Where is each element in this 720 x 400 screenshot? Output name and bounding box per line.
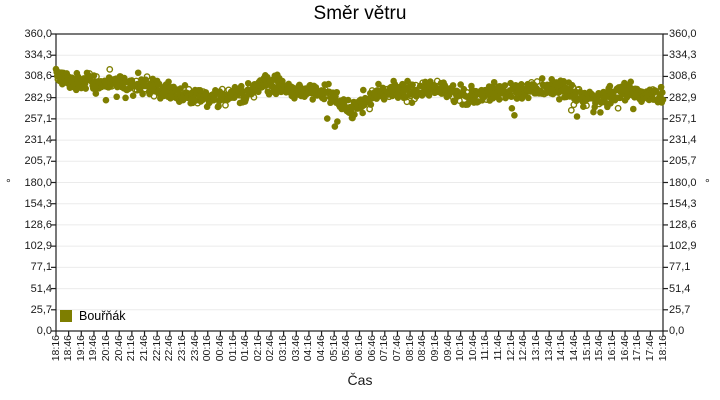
x-tick-label: 08:46 [416,335,429,362]
x-tick-label: 18:16 [656,335,669,362]
y-tick-label-left: 25,7 [30,303,52,316]
x-tick-label: 13:46 [542,335,555,362]
y-tick-label-left: 257,1 [24,112,52,125]
x-tick-label: 14:16 [555,335,568,362]
y-tick-label-left: 282,9 [24,91,52,104]
x-tick-label: 07:46 [390,335,403,362]
y-tick-label-left: 77,1 [30,261,52,274]
y-tick-label-right: 360,0 [669,28,697,40]
y-tick-label-left: 154,3 [24,197,52,210]
x-tick-label: 17:16 [631,335,644,362]
x-tick-label: 23:46 [188,335,201,362]
x-tick-label: 13:16 [530,335,543,362]
x-tick-label: 10:16 [454,335,467,362]
x-tick-label: 00:16 [201,335,214,362]
y-tick-label-right: 282,9 [669,91,697,104]
y-tick-label-right: 25,7 [669,303,691,316]
y-tick-label-left: 51,4 [30,282,52,295]
y-tick-label-right: 154,3 [669,197,697,210]
series-bournak-points [52,65,667,130]
x-axis-title: Čas [347,372,373,388]
y-tick-label-left: 128,6 [24,218,52,231]
y-tick-label-right: 231,4 [669,134,697,147]
x-tick-label: 05:16 [327,335,340,362]
x-tick-label: 10:46 [466,335,479,362]
x-tick-label: 18:46 [62,335,75,362]
y-tick-label-right: 102,9 [669,240,697,253]
y-tick-label-left: 205,7 [24,155,52,168]
x-tick-label: 21:16 [125,335,138,362]
x-tick-label: 23:16 [175,335,188,362]
x-tick-label: 19:46 [87,335,100,362]
y-tick-label-left: 0,0 [36,325,52,337]
legend: Bouřňák [60,309,126,323]
x-tick-label: 04:16 [302,335,315,362]
y-tick-label-right: 257,1 [669,112,697,125]
x-tick-label: 09:16 [428,335,441,362]
x-tick-label: 14:46 [567,335,580,362]
chart-title: Směr větru [313,3,407,24]
x-tick-label: 04:46 [315,335,328,362]
x-tick-label: 03:16 [277,335,290,362]
x-tick-label: 01:16 [226,335,239,362]
x-tick-label: 01:46 [239,335,252,362]
y-tick-label-left: 360,0 [24,28,52,40]
y-axis-unit-left: ° [6,176,11,190]
x-tick-label: 16:16 [605,335,618,362]
x-tick-label: 20:46 [112,335,125,362]
x-tick-label: 19:16 [74,335,87,362]
x-tick-label: 15:16 [580,335,593,362]
x-tick-label: 11:16 [479,335,492,361]
y-tick-label-left: 231,4 [24,134,52,147]
y-tick-label-right: 180,0 [669,176,697,189]
x-tick-label: 09:46 [441,335,454,362]
y-tick-label-right: 205,7 [669,155,697,168]
legend-swatch [60,310,72,322]
x-tick-label: 07:16 [378,335,391,362]
x-tick-label: 17:46 [643,335,656,362]
y-tick-label-right: 51,4 [669,282,691,295]
x-tick-label: 06:16 [353,335,365,362]
x-tick-label: 21:46 [138,335,151,362]
x-tick-label: 22:16 [150,335,163,362]
x-tick-label: 06:46 [365,335,378,362]
y-tick-label-right: 77,1 [669,261,691,274]
x-tick-label: 11:46 [492,335,505,361]
x-tick-label: 05:46 [340,335,353,362]
y-tick-label-right: 128,6 [669,218,697,231]
y-tick-label-left: 308,6 [24,70,52,83]
x-tick-label: 02:46 [264,335,277,362]
x-tick-label: 20:16 [100,335,113,362]
x-tick-label: 00:46 [213,335,226,362]
y-tick-label-left: 334,3 [24,49,52,62]
x-tick-label: 08:16 [403,335,416,362]
x-tick-label: 12:46 [517,335,530,362]
x-tick-label: 16:46 [618,335,631,362]
x-tick-label: 22:46 [163,335,176,362]
x-tick-label: 18:16 [49,335,62,362]
x-tick-label: 15:46 [593,335,606,362]
y-tick-label-left: 180,0 [24,176,52,189]
y-tick-label-right: 0,0 [669,325,685,337]
y-tick-label-left: 102,9 [24,240,52,253]
x-tick-label: 02:16 [251,335,264,362]
y-tick-label-right: 334,3 [669,49,697,62]
legend-series-label: Bouřňák [79,309,126,323]
y-tick-label-right: 308,6 [669,70,697,83]
x-tick-label: 03:46 [289,335,302,362]
y-axis-unit-right: ° [705,176,710,190]
x-tick-label: 12:16 [504,335,517,362]
